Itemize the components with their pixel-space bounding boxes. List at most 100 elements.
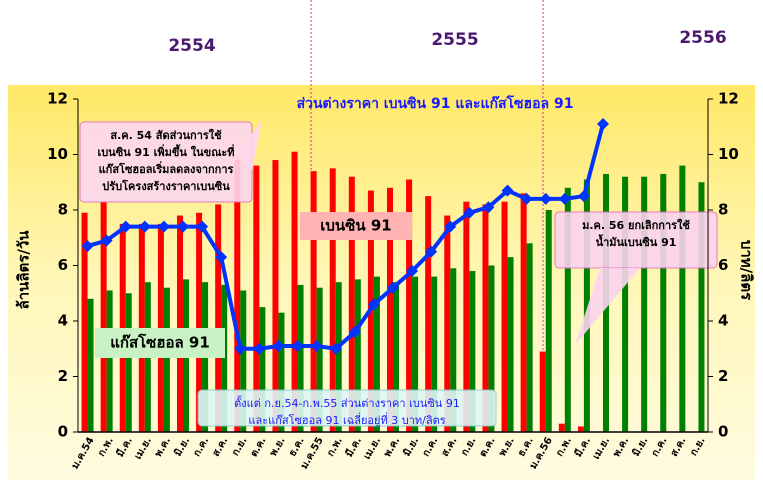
- callout-text: ส.ค. 54 สัดส่วนการใช้: [110, 128, 222, 142]
- bar: [450, 268, 457, 432]
- line-marker: [177, 220, 189, 233]
- bar: [482, 204, 489, 432]
- callout-text: ม.ค. 56 ยกเลิกการใช้: [582, 218, 690, 232]
- bar: [539, 351, 546, 432]
- line-marker: [215, 251, 228, 264]
- bar: [488, 265, 495, 432]
- y2-tick-label: 10: [718, 145, 739, 163]
- bar: [463, 201, 470, 432]
- y-tick-label: 2: [58, 367, 68, 385]
- y2-tick-label: 0: [718, 423, 728, 441]
- bar: [583, 179, 590, 432]
- bar: [215, 204, 222, 432]
- bar: [564, 187, 571, 432]
- bar: [393, 282, 399, 432]
- bar: [278, 312, 285, 432]
- line-marker: [463, 206, 476, 219]
- line-marker: [539, 192, 552, 205]
- bar: [373, 276, 380, 432]
- y2-tick-label: 2: [718, 367, 728, 385]
- callout-pointer: [240, 120, 262, 170]
- bar: [679, 165, 686, 432]
- line-marker: [119, 220, 132, 233]
- bar: [125, 293, 132, 432]
- bar: [272, 160, 279, 433]
- line-marker: [444, 220, 457, 233]
- bar: [221, 284, 228, 432]
- y-tick-label: 6: [58, 256, 68, 274]
- bar: [469, 271, 476, 432]
- bar: [501, 201, 508, 432]
- bar: [387, 187, 393, 432]
- bar: [316, 287, 323, 432]
- line-marker: [138, 220, 151, 233]
- line-marker: [387, 281, 399, 294]
- line-marker: [310, 339, 323, 352]
- line-marker: [253, 342, 266, 355]
- bar: [157, 223, 164, 432]
- line-marker: [425, 245, 438, 258]
- line-marker: [81, 240, 94, 253]
- bar: [660, 173, 667, 433]
- y2-tick-label: 4: [718, 312, 728, 330]
- bar: [558, 423, 565, 432]
- line-marker: [597, 117, 609, 130]
- line-marker: [482, 201, 495, 214]
- y2-tick-label: 8: [718, 201, 728, 219]
- bar: [177, 215, 183, 432]
- bar: [577, 426, 584, 432]
- bar: [406, 179, 413, 432]
- bar: [240, 290, 247, 432]
- bar: [100, 201, 107, 432]
- line-marker: [329, 342, 342, 355]
- line-marker: [558, 192, 571, 205]
- bar: [81, 212, 88, 432]
- legend-box: [300, 212, 412, 240]
- bar: [698, 182, 705, 432]
- line-marker: [234, 342, 247, 355]
- period-label: 2554: [168, 36, 215, 56]
- line-marker: [577, 190, 590, 203]
- bar: [545, 210, 552, 432]
- bar: [520, 193, 527, 432]
- y-tick-label: 4: [58, 312, 68, 330]
- y2-tick-label: 6: [718, 256, 728, 274]
- bar: [348, 176, 355, 432]
- bar: [507, 257, 514, 432]
- bar: [259, 307, 266, 432]
- bar: [310, 171, 317, 432]
- line-marker: [157, 220, 170, 233]
- bar: [87, 298, 94, 432]
- y2-axis-label: บาท/ลิตร: [738, 240, 756, 301]
- callout-text: น้ำมันเบนซิน 91: [596, 234, 677, 249]
- line-marker: [367, 298, 380, 311]
- callout-text: แก๊สโซฮอลเริ่มลดลงจากการ: [99, 161, 234, 176]
- bar: [412, 276, 419, 432]
- bar: [329, 168, 336, 432]
- callout-text: เบนซิน 91 เพิ่มขึ้น ในขณะที่: [97, 144, 234, 159]
- line-marker: [291, 339, 304, 352]
- bar: [234, 160, 241, 433]
- callout-pointer: [575, 268, 640, 345]
- bar: [425, 196, 432, 432]
- line-marker: [348, 326, 361, 339]
- bar: [163, 287, 170, 432]
- bar: [291, 151, 298, 432]
- line-marker: [100, 234, 113, 247]
- line-marker: [272, 339, 285, 352]
- bar: [106, 290, 113, 432]
- legend-label: แก๊สโซฮอล 91: [110, 333, 210, 352]
- callout-text: ปรับโครงสร้างราคาเบนซิน: [102, 179, 230, 193]
- line-marker: [501, 184, 514, 197]
- legend-label: เบนซิน 91: [320, 217, 391, 235]
- line-marker: [520, 192, 533, 205]
- bar: [196, 212, 203, 432]
- y-tick-label: 10: [47, 145, 68, 163]
- callout-box: [197, 389, 497, 427]
- legend-box: [95, 328, 225, 358]
- bar: [431, 276, 438, 432]
- bar: [253, 165, 260, 432]
- bar: [444, 215, 451, 432]
- y2-tick-label: 12: [718, 90, 739, 108]
